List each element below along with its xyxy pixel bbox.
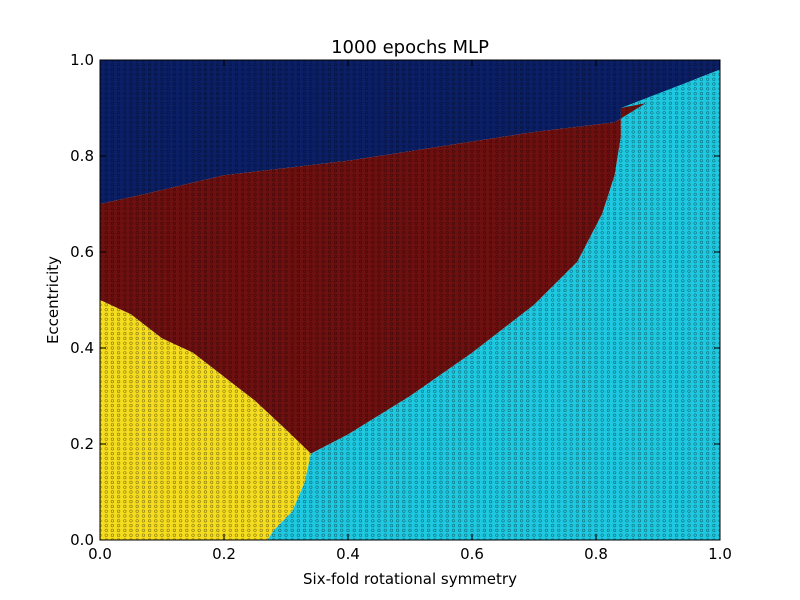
- region-yellow: [100, 300, 311, 540]
- region-dark-red: [100, 103, 646, 454]
- x-tick-label: 0.4: [336, 545, 360, 563]
- x-tick-label: 0.2: [212, 545, 236, 563]
- region-dark-blue: [100, 60, 720, 204]
- y-tick-label: 0.8: [70, 147, 94, 165]
- x-tick-label: 0.0: [88, 545, 112, 563]
- y-tick-label: 0.2: [70, 435, 94, 453]
- y-tick-label: 0.4: [70, 339, 94, 357]
- x-tick-label: 1.0: [708, 545, 732, 563]
- region-cyan: [267, 69, 720, 540]
- y-axis-ticks: 0.0 0.2 0.4 0.6 0.8 1.0: [70, 51, 720, 549]
- chart-title: 1000 epochs MLP: [331, 37, 489, 58]
- x-axis-label: Six-fold rotational symmetry: [303, 570, 517, 588]
- plot-frame: [99, 59, 721, 541]
- grid-point-markers: [100, 60, 720, 540]
- x-axis-ticks: 0.0 0.2 0.4 0.6 0.8 1.0: [88, 60, 732, 563]
- grid-points: [100, 60, 720, 540]
- y-tick-label: 0.6: [70, 243, 94, 261]
- y-tick-label: 0.0: [70, 531, 94, 549]
- x-tick-label: 0.8: [584, 545, 608, 563]
- y-axis-label: Eccentricity: [44, 256, 62, 344]
- decision-regions: [100, 60, 720, 540]
- y-tick-label: 1.0: [70, 51, 94, 69]
- x-tick-label: 0.6: [460, 545, 484, 563]
